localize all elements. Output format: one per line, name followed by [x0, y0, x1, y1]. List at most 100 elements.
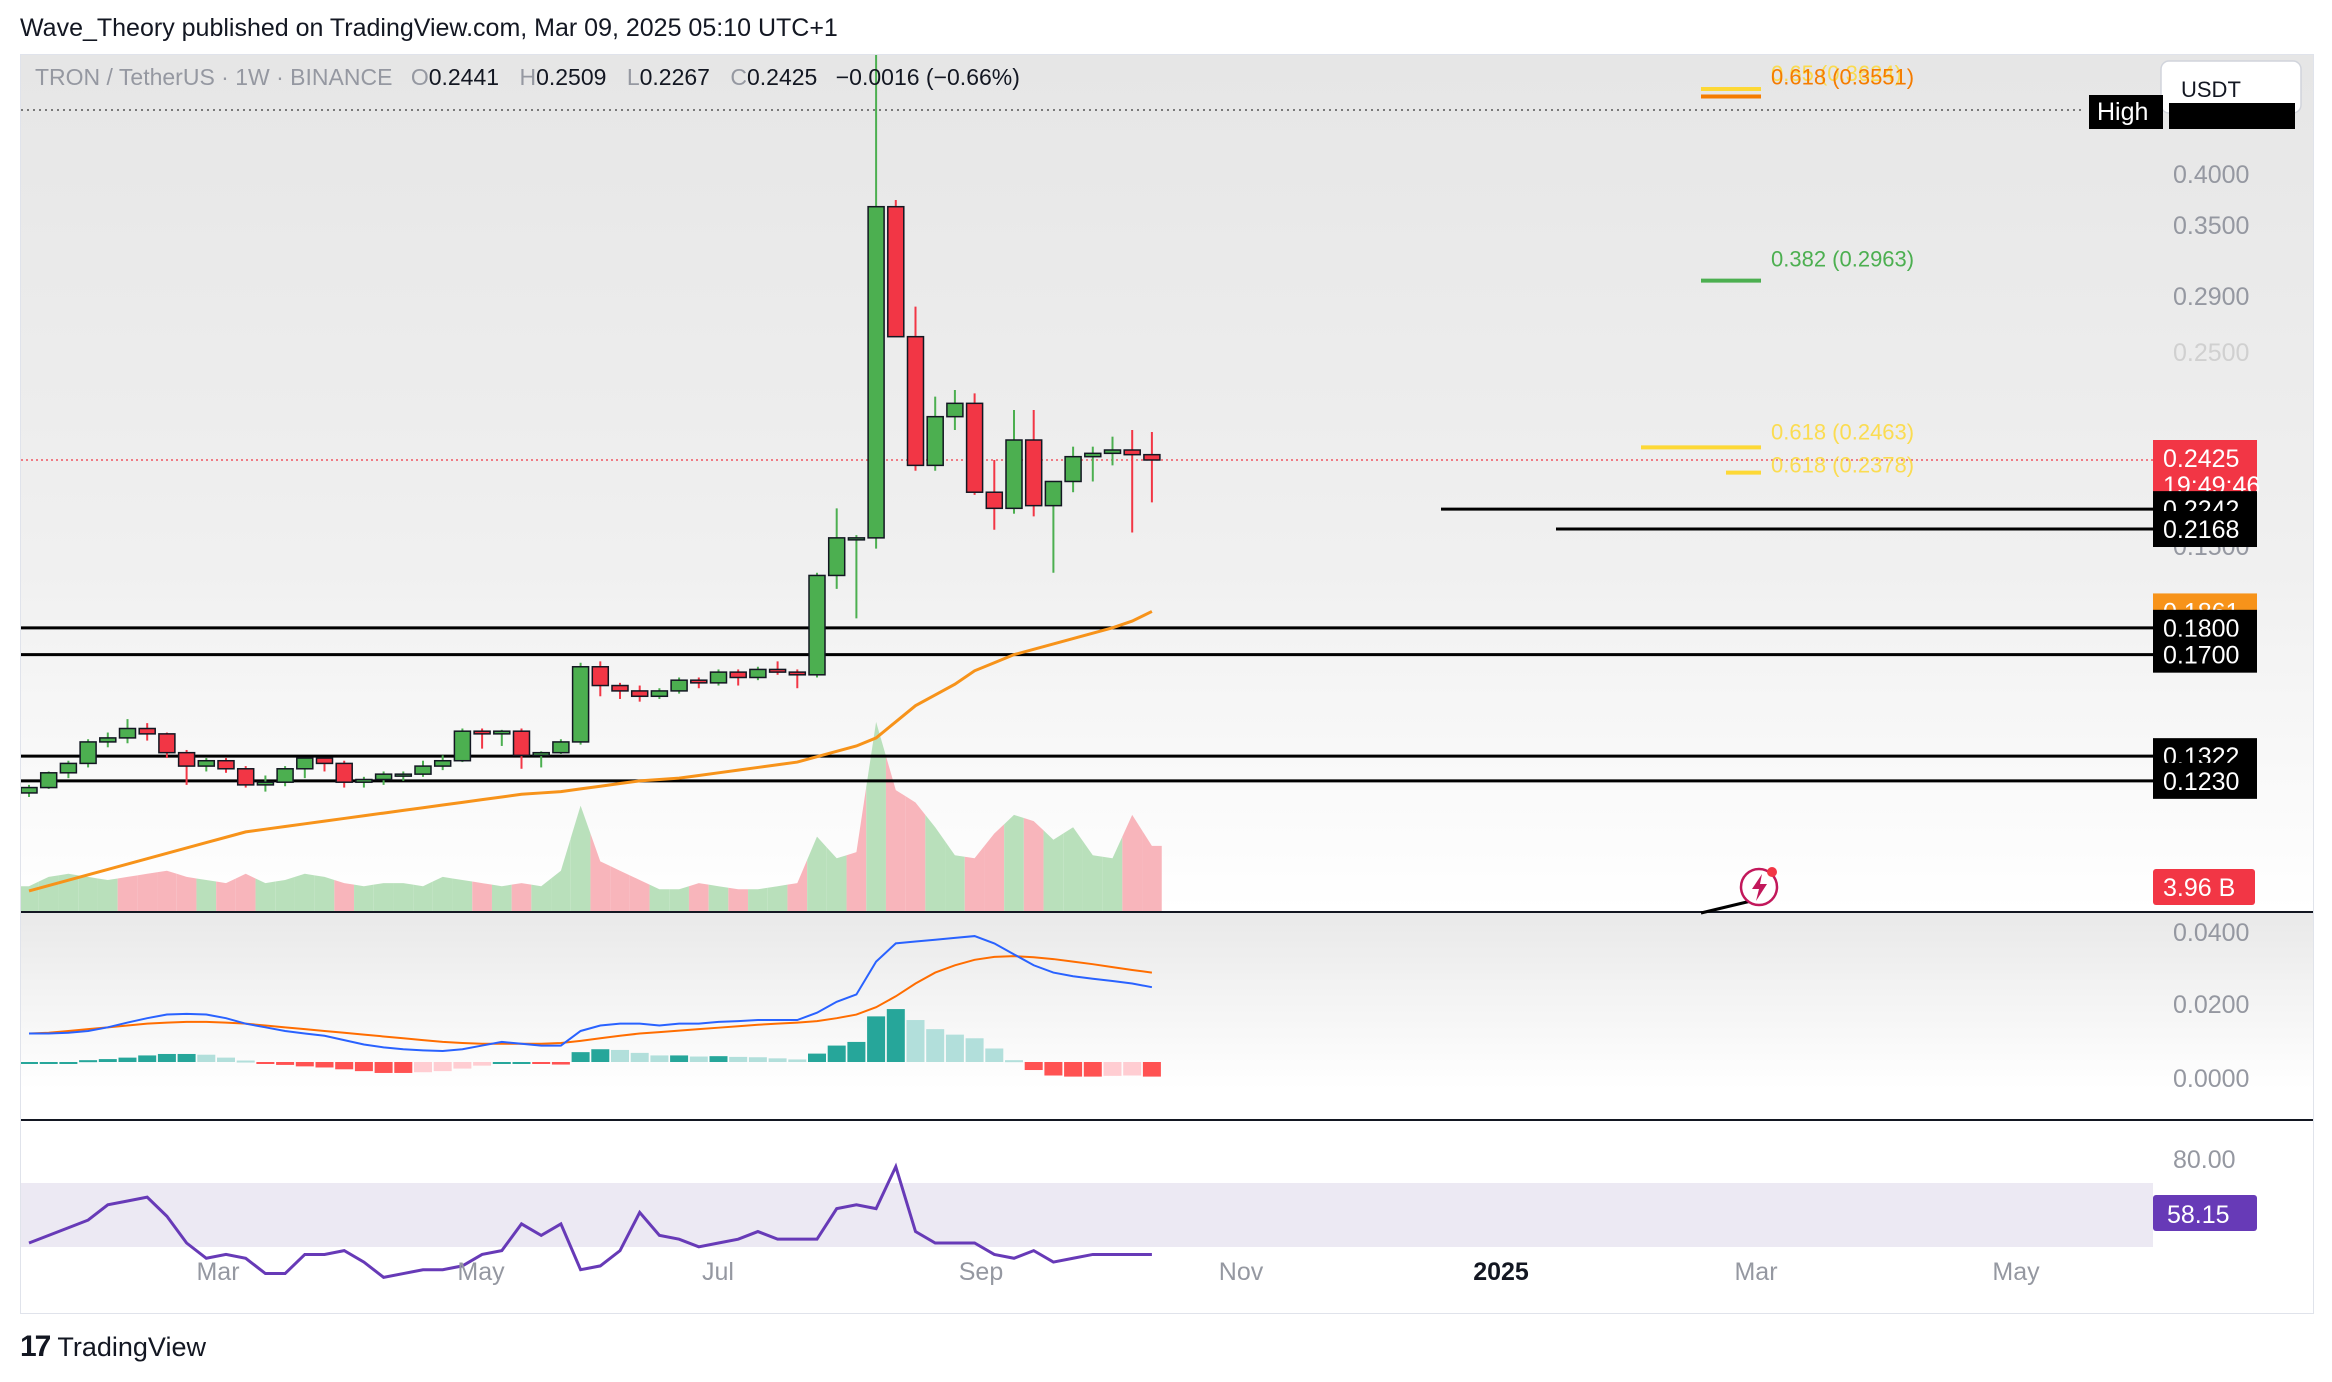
volume-area-segment: [216, 878, 236, 911]
price-tag-label: 0.2168: [2163, 516, 2239, 544]
candle-down: [630, 690, 649, 698]
y-tick-label: 0.2900: [2173, 283, 2249, 311]
volume-area-segment: [964, 845, 985, 911]
volume-area-segment: [58, 873, 79, 911]
time-axis: Mar May Jul Sep Nov 2025 Mar May: [196, 1258, 2040, 1286]
volume-value-tag: [2153, 869, 2255, 905]
volume-area-segment: [275, 876, 295, 911]
macd-tick-label: 0.0400: [2173, 919, 2249, 947]
currency-button-label: USDT: [2181, 77, 2241, 102]
rsi-value-label: 58.15: [2167, 1201, 2230, 1229]
legend-change: −0.0016 (−0.66%): [836, 64, 1020, 90]
legend-row: TRON / TetherUS · 1W · BINANCE O0.2441 H…: [35, 64, 1020, 90]
macd-hist-bar: [473, 1062, 492, 1066]
legend-l-label: L: [627, 64, 640, 90]
fib-label: 0.65 (0.3624): [1771, 61, 1902, 86]
volume-area-segment: [551, 838, 571, 911]
macd-line: [29, 935, 1153, 1053]
volume-area-segment: [669, 886, 689, 911]
footer-brand: TradingView: [57, 1331, 206, 1362]
candle-down: [138, 727, 156, 735]
volume-area-segment: [748, 887, 768, 911]
macd-hist-bar: [197, 1054, 216, 1062]
price-tag-bg: [2153, 636, 2257, 673]
x-tick-label: Mar: [1734, 1258, 1777, 1286]
y-tick-label: 0.2500: [2173, 339, 2249, 367]
macd-hist-bar: [847, 1041, 866, 1062]
macd-hist-bar: [611, 1049, 629, 1062]
fib-levels: 0.65 (0.3624)0.618 (0.3551) 0.382 (0.2963…: [1641, 61, 1914, 478]
macd-hist-bar: [433, 1062, 452, 1072]
volume-area-segment: [767, 884, 788, 911]
volume-area-segment: [196, 878, 217, 911]
candle-up: [650, 690, 669, 698]
volume-area-segment: [708, 884, 729, 911]
candle-up: [296, 757, 314, 770]
candle-down: [729, 671, 747, 679]
volume-area-segment: [334, 880, 355, 911]
volume-area-segment: [945, 841, 965, 911]
candle-up: [1103, 449, 1122, 455]
macd-hist-bar: [374, 1062, 393, 1073]
macd-hist-bar: [808, 1053, 826, 1062]
macd-layer: [21, 935, 1161, 1077]
macd-hist-bar: [118, 1057, 137, 1062]
volume-area-segment: [413, 881, 433, 911]
candle-down: [1143, 453, 1161, 461]
macd-hist-bar: [354, 1062, 373, 1072]
macd-hist-bar: [414, 1062, 432, 1073]
candle-down: [1024, 439, 1043, 507]
macd-hist-bar: [295, 1062, 314, 1067]
chart-svg[interactable]: 0.65 (0.3624)0.618 (0.3551) 0.382 (0.2963…: [21, 55, 2313, 1313]
macd-hist-bar: [39, 1062, 58, 1064]
candle-up: [1005, 439, 1023, 510]
volume-area-segment: [432, 876, 453, 911]
footer: 17 TradingView: [20, 1330, 206, 1364]
candle-up: [670, 679, 688, 692]
candle-up: [39, 772, 58, 789]
volume-area-segment: [1004, 814, 1024, 911]
chart-frame[interactable]: 0.65 (0.3624) 0.618 (0.3551) 0.382 (0.2963…: [20, 54, 2314, 1314]
candle-up: [926, 415, 944, 467]
candle-down: [887, 205, 905, 338]
candle-down: [788, 671, 807, 676]
volume-area-segment: [787, 859, 808, 911]
volume-area-segment: [38, 875, 59, 911]
candle-up: [276, 768, 294, 783]
volume-area-segment: [925, 814, 946, 911]
volume-area-segment: [1063, 827, 1083, 911]
candle-up: [197, 759, 216, 767]
macd-hist-bar: [1044, 1062, 1063, 1076]
legend-o-label: O: [411, 64, 429, 90]
notification-dot: [1767, 867, 1777, 877]
macd-hist-bar: [1083, 1062, 1102, 1077]
macd-hist-bar: [965, 1038, 984, 1062]
volume-area-segment: [570, 805, 591, 911]
macd-hist-bar: [670, 1055, 689, 1062]
candle-down: [611, 684, 629, 692]
macd-hist-bar: [768, 1058, 787, 1062]
rsi-layer: [28, 1162, 1152, 1279]
volume-layer: [21, 721, 1162, 911]
candle-up: [118, 727, 137, 739]
volume-area-segment: [354, 884, 374, 911]
x-tick-label: May: [457, 1258, 505, 1286]
volume-value-label: 3.96 B: [2163, 874, 2235, 902]
tradingview-logo-icon: 17: [20, 1330, 51, 1363]
candle-up: [394, 773, 413, 777]
candle-up: [827, 537, 846, 577]
macd-hist-bar: [1005, 1060, 1023, 1063]
macd-hist-bar: [256, 1062, 275, 1064]
volume-area-segment: [117, 875, 138, 911]
candle-up: [532, 751, 550, 757]
macd-hist-bar: [453, 1062, 472, 1069]
volume-area-segment: [905, 796, 926, 911]
macd-hist-bar: [335, 1062, 354, 1070]
y-tick-label: 0.4000: [2173, 161, 2249, 189]
macd-hist-bar: [98, 1059, 117, 1062]
macd-hist-bar: [79, 1060, 98, 1063]
y-tick-label: 0.3500: [2173, 212, 2249, 240]
volume-area-segment: [1102, 836, 1123, 911]
candle-up: [433, 759, 452, 767]
macd-hist-bar: [315, 1062, 334, 1068]
